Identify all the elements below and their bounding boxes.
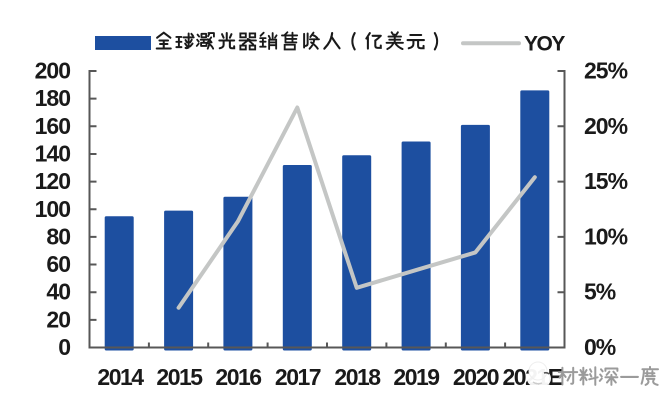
svg-text:20: 20 [46, 306, 70, 332]
svg-text:25%: 25% [584, 58, 628, 84]
svg-text:140: 140 [35, 141, 71, 167]
svg-text:5%: 5% [584, 279, 616, 305]
svg-text:100: 100 [35, 196, 71, 222]
svg-text:120: 120 [35, 168, 71, 194]
svg-text:160: 160 [35, 113, 71, 139]
svg-text:YOY: YOY [524, 33, 565, 56]
svg-text:60: 60 [46, 251, 70, 277]
svg-text:10%: 10% [584, 223, 628, 249]
svg-text:2017: 2017 [275, 364, 321, 390]
svg-text:200: 200 [35, 58, 71, 84]
svg-text:2014: 2014 [97, 364, 144, 390]
svg-text:2018: 2018 [334, 364, 381, 390]
svg-text:40: 40 [46, 279, 70, 305]
svg-text:2015: 2015 [156, 364, 203, 390]
svg-text:0: 0 [58, 334, 70, 360]
svg-text:2020: 2020 [453, 364, 499, 390]
svg-text:15%: 15% [584, 168, 628, 194]
svg-text:2019: 2019 [393, 364, 439, 390]
svg-text:20%: 20% [584, 113, 628, 139]
svg-text:180: 180 [35, 85, 71, 111]
svg-text:2016: 2016 [215, 364, 261, 390]
svg-text:80: 80 [46, 223, 70, 249]
svg-text:0%: 0% [584, 334, 616, 360]
